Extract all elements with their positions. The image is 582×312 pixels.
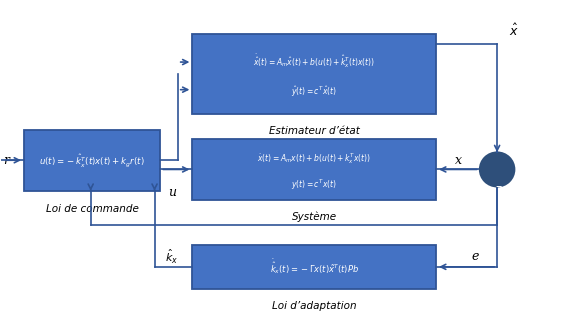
FancyBboxPatch shape: [24, 129, 161, 191]
FancyBboxPatch shape: [192, 139, 436, 200]
FancyBboxPatch shape: [192, 34, 436, 114]
Text: $\hat{x}$: $\hat{x}$: [509, 23, 519, 39]
Text: Loi de commande: Loi de commande: [46, 204, 139, 214]
Text: $\hat{k}_x$: $\hat{k}_x$: [165, 248, 179, 266]
Text: e: e: [471, 251, 478, 263]
Text: $\dot{\hat{k}}_x(t) = -\Gamma x(t)\tilde{x}^T(t)Pb$: $\dot{\hat{k}}_x(t) = -\Gamma x(t)\tilde…: [269, 257, 359, 276]
Text: x: x: [455, 154, 462, 167]
Text: $y(t) = c^T x(t)$: $y(t) = c^T x(t)$: [291, 178, 337, 192]
Text: Système: Système: [292, 212, 337, 222]
Text: Loi d’adaptation: Loi d’adaptation: [272, 301, 357, 311]
Text: $u(t)=-\hat{k}_x^T(t)x(t)+k_g r(t)$: $u(t)=-\hat{k}_x^T(t)x(t)+k_g r(t)$: [40, 152, 145, 168]
FancyBboxPatch shape: [192, 245, 436, 289]
Text: $\dot{x}(t) = A_m x(t)+b(u(t)+k_x^T x(t))$: $\dot{x}(t) = A_m x(t)+b(u(t)+k_x^T x(t)…: [257, 152, 371, 167]
Ellipse shape: [480, 152, 514, 187]
Text: $\hat{y}(t) = c^T\hat{x}(t)$: $\hat{y}(t) = c^T\hat{x}(t)$: [291, 85, 337, 99]
Text: Estimateur d’état: Estimateur d’état: [269, 126, 360, 136]
Text: –: –: [496, 180, 502, 193]
Text: u: u: [168, 186, 176, 199]
Text: r: r: [3, 154, 9, 167]
Text: $\dot{\hat{x}}(t) = A_m\hat{x}(t)+b(u(t)+\hat{k}_x^T(t)x(t))$: $\dot{\hat{x}}(t) = A_m\hat{x}(t)+b(u(t)…: [253, 52, 375, 70]
